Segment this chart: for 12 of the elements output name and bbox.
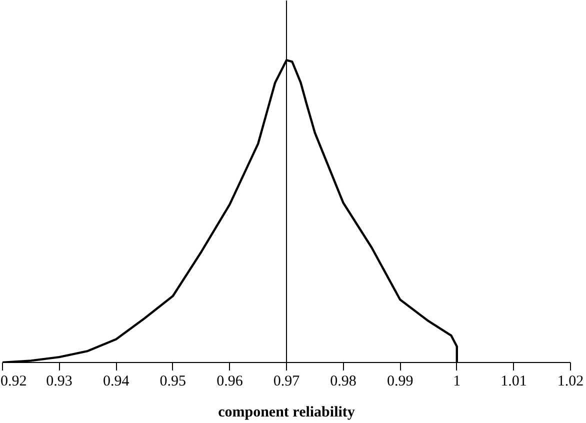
x-tick-label: 0.92 [0, 374, 27, 390]
x-tick-label: 0.96 [216, 374, 244, 390]
x-tick-label: 1.01 [500, 374, 527, 390]
x-tick-label: 0.99 [386, 374, 414, 390]
x-tick-label: 0.93 [46, 374, 72, 390]
x-axis-title: component reliability [218, 404, 356, 420]
x-tick-label: 0.94 [102, 374, 130, 390]
x-tick-label: 1.02 [557, 374, 584, 390]
x-tick-label: 0.97 [273, 374, 300, 390]
x-tick-label: 1 [453, 374, 461, 390]
x-tick-label: 0.95 [160, 374, 186, 390]
x-tick-label: 0.98 [330, 374, 356, 390]
